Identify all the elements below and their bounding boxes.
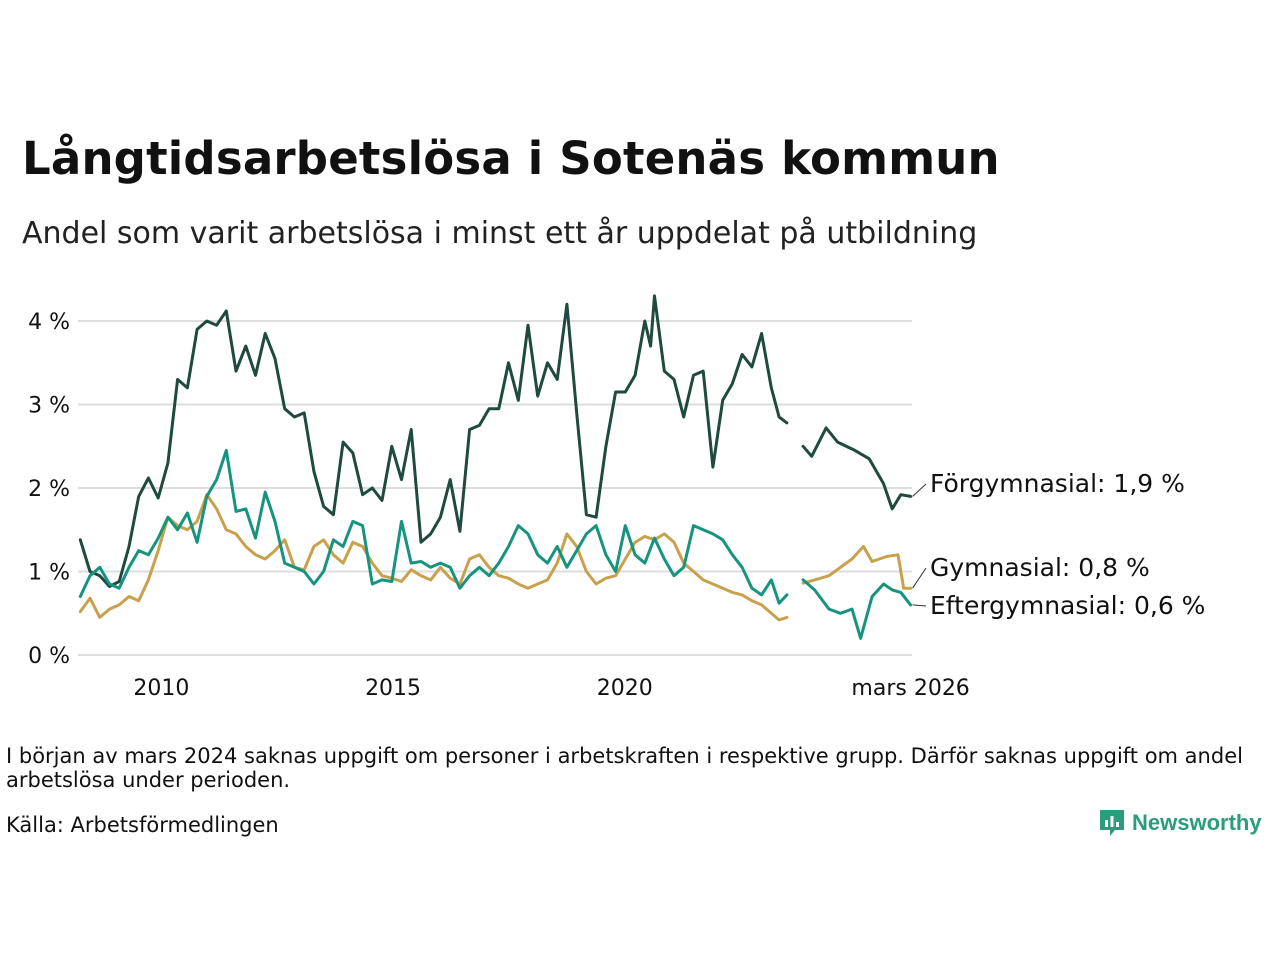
x-tick-label: 2015 xyxy=(365,676,421,700)
end-label-eftergymnasial: Eftergymnasial: 0,6 % xyxy=(930,591,1205,620)
y-tick-label: 2 % xyxy=(28,477,70,502)
grid-lines xyxy=(78,320,912,656)
line-chart: 0 % 1 % 2 % 3 % 4 % 2010 2015 2020 mars 2026 Fö… xyxy=(28,294,1205,700)
series-line-eftergymnasial-0 xyxy=(78,448,789,605)
series-lines xyxy=(78,294,913,640)
end-label-förgymnasial: Förgymnasial: 1,9 % xyxy=(930,469,1185,498)
leader-line xyxy=(912,604,927,607)
series-line-förgymnasial-0 xyxy=(78,294,789,588)
series-line-gymnasial-0 xyxy=(78,493,789,622)
series-end-labels: Förgymnasial: 1,9 % Gymnasial: 0,8 % Efter… xyxy=(912,469,1205,620)
leader-line xyxy=(912,567,927,589)
footnote: I början av mars 2024 saknas uppgift om … xyxy=(6,744,1243,792)
series-line-förgymnasial-1 xyxy=(801,426,913,511)
x-tick-label: 2010 xyxy=(133,676,189,700)
brand-name: Newsworthy xyxy=(1132,810,1262,835)
y-tick-label: 4 % xyxy=(28,310,70,335)
y-axis-labels: 0 % 1 % 2 % 3 % 4 % xyxy=(28,310,70,669)
source-note: Källa: Arbetsförmedlingen xyxy=(6,813,279,837)
chart-title: Långtidsarbetslösa i Sotenäs kommun xyxy=(22,132,1000,185)
y-tick-label: 3 % xyxy=(28,394,70,419)
brand-logo: Newsworthy xyxy=(1098,808,1262,838)
series-line-eftergymnasial-1 xyxy=(801,578,913,640)
x-tick-label: 2020 xyxy=(597,676,653,700)
leader-line xyxy=(912,483,927,497)
series-line-gymnasial-1 xyxy=(801,545,913,590)
end-label-gymnasial: Gymnasial: 0,8 % xyxy=(930,553,1150,582)
chart-subtitle: Andel som varit arbetslösa i minst ett å… xyxy=(22,216,978,251)
x-tick-label: mars 2026 xyxy=(851,676,969,700)
x-axis-labels: 2010 2015 2020 mars 2026 xyxy=(133,676,969,700)
chat-chart-icon xyxy=(1100,810,1124,836)
y-tick-label: 0 % xyxy=(28,644,70,669)
y-tick-label: 1 % xyxy=(28,561,70,586)
